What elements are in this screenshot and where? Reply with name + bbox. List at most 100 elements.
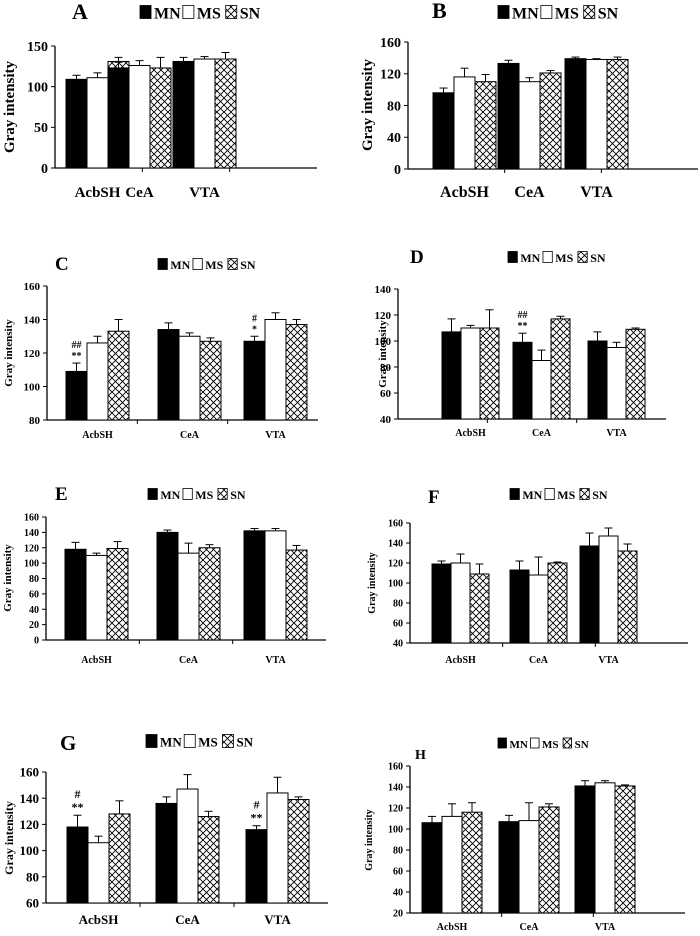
legend-label-mn: MN bbox=[512, 6, 539, 23]
y-tick-label: 60 bbox=[26, 896, 39, 911]
y-tick-label: 20 bbox=[29, 620, 39, 631]
y-tick-label: 60 bbox=[29, 589, 39, 600]
legend-swatch-sn bbox=[217, 488, 228, 500]
chart-panel-g: G MN MS SN Gray intensity 60 80 100 120 140 160 Acb… bbox=[2, 731, 328, 927]
bar-sn-vta bbox=[285, 324, 308, 421]
bar-sn-cea bbox=[197, 816, 220, 904]
bar-mn-cea bbox=[156, 531, 179, 641]
x-tick-label: VTA bbox=[595, 922, 616, 933]
significance-marker: ** bbox=[518, 321, 528, 332]
bar-ms-cea bbox=[176, 788, 199, 904]
legend-swatch-mn bbox=[507, 251, 518, 263]
bar-mn-cea bbox=[497, 62, 520, 170]
bar-sn-acbsh bbox=[469, 573, 490, 644]
x-tick-label: AcbSH bbox=[82, 430, 113, 441]
bar-mn-acbsh bbox=[65, 78, 88, 169]
bar-mn-vta bbox=[243, 340, 266, 421]
legend-swatch-ms bbox=[182, 488, 193, 500]
bar-mn-vta bbox=[243, 530, 266, 641]
y-tick-label: 160 bbox=[388, 519, 403, 530]
bar-sn-cea bbox=[539, 72, 562, 170]
legend-swatch-ms bbox=[530, 737, 540, 749]
legend-label-sn: SN bbox=[590, 251, 606, 265]
panel-label: D bbox=[410, 247, 424, 268]
legend-swatch-mn bbox=[157, 258, 168, 270]
legend-swatch-mn bbox=[509, 488, 520, 500]
legend-label-ms: MS bbox=[555, 251, 573, 265]
y-tick-label: 60 bbox=[380, 388, 392, 400]
legend-label-mn: MN bbox=[160, 735, 182, 750]
x-tick-label: CeA bbox=[529, 655, 549, 666]
bar-mn-acbsh bbox=[441, 331, 462, 420]
legend-swatch-mn bbox=[147, 488, 158, 500]
legend-swatch-sn bbox=[577, 251, 588, 263]
y-tick-label: 150 bbox=[27, 40, 48, 55]
x-tick-label: VTA bbox=[265, 655, 286, 666]
legend-label-sn: SN bbox=[230, 488, 246, 502]
y-tick-label: 60 bbox=[393, 619, 403, 630]
y-axis-label: Gray intensity bbox=[3, 319, 15, 387]
bar-mn-vta bbox=[172, 60, 195, 169]
bar-sn-cea bbox=[199, 340, 222, 421]
chart-panel-h: H MN MS SN Gray intensity 20 40 60 80 100 120 140 16… bbox=[364, 737, 685, 933]
legend-label-ms: MS bbox=[197, 6, 221, 23]
panel-label: H bbox=[415, 748, 426, 763]
legend-swatch-sn bbox=[221, 734, 234, 748]
bar-ms-acbsh bbox=[87, 842, 110, 904]
legend-label-sn: SN bbox=[240, 258, 256, 272]
bar-ms-vta bbox=[264, 319, 287, 421]
x-tick-label: VTA bbox=[265, 430, 286, 441]
legend-swatch-sn bbox=[227, 258, 238, 270]
legend-label-mn: MN bbox=[520, 251, 540, 265]
bar-ms-cea bbox=[177, 552, 200, 641]
chart-panel-d: D MN MS SN Gray intensity 40 60 80 100 120 140 AcbS… bbox=[375, 247, 666, 439]
legend-swatch-ms bbox=[544, 488, 555, 500]
y-axis-label: Gray intensity bbox=[377, 320, 389, 388]
legend-label-ms: MS bbox=[555, 6, 579, 23]
panel-label: F bbox=[428, 487, 440, 508]
y-tick-label: 60 bbox=[393, 867, 403, 878]
y-tick-label: 100 bbox=[24, 559, 39, 570]
x-tick-label: CeA bbox=[125, 185, 153, 201]
bar-ms-acbsh bbox=[460, 327, 481, 420]
y-tick-label: 100 bbox=[388, 579, 403, 590]
y-tick-label: 120 bbox=[388, 804, 403, 815]
y-tick-label: 40 bbox=[387, 131, 401, 146]
y-tick-label: 160 bbox=[20, 765, 40, 780]
x-tick-label: AcbSH bbox=[445, 655, 476, 666]
legend-swatch-mn bbox=[497, 737, 507, 749]
y-tick-label: 140 bbox=[24, 528, 39, 539]
y-tick-label: 40 bbox=[380, 414, 392, 426]
x-tick-label: AcbSH bbox=[440, 184, 489, 201]
legend-swatch-mn bbox=[497, 5, 510, 19]
x-tick-label: AcbSH bbox=[79, 912, 119, 927]
y-tick-label: 80 bbox=[29, 574, 39, 585]
significance-marker: # bbox=[75, 787, 81, 801]
bar-ms-acbsh bbox=[450, 562, 471, 644]
bar-ms-vta bbox=[264, 530, 287, 641]
y-tick-label: 40 bbox=[393, 639, 403, 650]
bar-sn-vta bbox=[606, 58, 629, 170]
legend-label-sn: SN bbox=[236, 735, 253, 750]
bar-ms-acbsh bbox=[441, 815, 463, 914]
y-tick-label: 100 bbox=[20, 843, 40, 858]
legend-label-mn: MN bbox=[160, 488, 180, 502]
x-tick-label: CeA bbox=[532, 428, 552, 439]
y-tick-label: 80 bbox=[26, 869, 39, 884]
bar-mn-vta bbox=[587, 340, 608, 420]
significance-marker: # bbox=[254, 798, 260, 812]
y-tick-label: 100 bbox=[375, 336, 392, 348]
y-tick-label: 140 bbox=[388, 783, 403, 794]
bar-ms-cea bbox=[531, 360, 552, 420]
bar-ms-vta bbox=[585, 58, 608, 170]
bar-sn-acbsh bbox=[479, 327, 500, 420]
legend-label-ms: MS bbox=[195, 488, 213, 502]
x-tick-label: CeA bbox=[179, 655, 199, 666]
legend-swatch-ms bbox=[542, 251, 553, 263]
bar-ms-vta bbox=[266, 792, 289, 904]
y-axis-label: Gray intensity bbox=[2, 544, 14, 612]
y-tick-label: 50 bbox=[34, 121, 48, 136]
bar-ms-cea bbox=[518, 81, 541, 170]
legend-label-sn: SN bbox=[575, 739, 589, 751]
bar-sn-vta bbox=[287, 799, 310, 904]
